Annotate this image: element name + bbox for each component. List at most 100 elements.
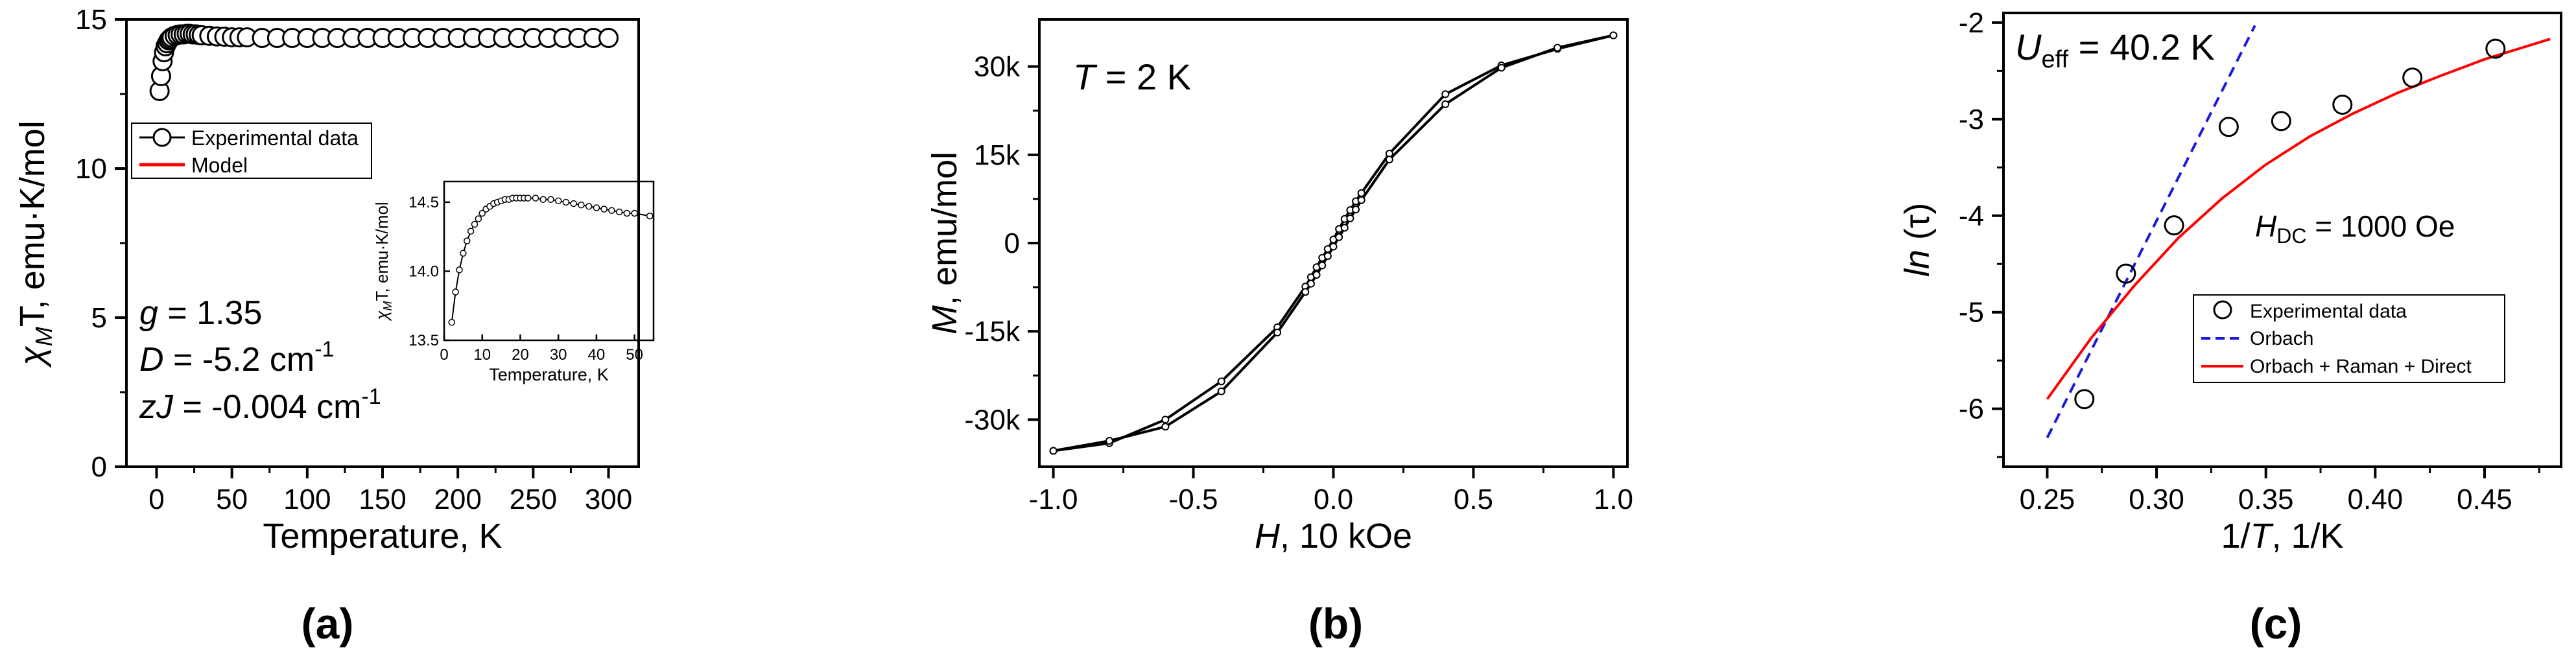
annotation-zj: zJ = -0.004 cm-1: [139, 384, 381, 426]
inset-chart: 0 10 20 30 40 50 13.5 14.0 14.5 Temperature, K χMT…: [372, 180, 655, 384]
x-tick-label: 0: [148, 484, 164, 515]
x-tick-label: 0.35: [2238, 484, 2294, 515]
legend-label: Experimental data: [2250, 301, 2407, 322]
inset-x-tick-label: 50: [626, 346, 643, 364]
x-tick-label: 1.0: [1594, 484, 1633, 515]
y-tick-label: -3: [1959, 104, 1984, 135]
inset-y-tick-label: 13.5: [408, 332, 439, 349]
data-point: [2218, 117, 2239, 137]
legend-label: Model: [191, 154, 248, 177]
y-tick-label: -30k: [964, 404, 1021, 436]
inset-point: [570, 200, 577, 207]
annotation-var: T: [1073, 56, 1098, 97]
legend: Experimental data Orbach Orbach + Raman + …: [2193, 294, 2505, 383]
annotation-var: zJ: [139, 388, 174, 426]
data-point: [1335, 233, 1343, 241]
annotation-value: = -0.004 cm: [182, 388, 361, 426]
y-label-sub: M: [30, 327, 57, 346]
annotation-hdc: HDC = 1000 Oe: [2255, 209, 2455, 248]
data-point: [1346, 214, 1354, 222]
annotation-temperature: T = 2 K: [1073, 56, 1191, 97]
y-label-text: , emu/mol: [925, 152, 964, 305]
x-tick-label: 0.25: [2020, 484, 2075, 515]
inset-point: [467, 228, 475, 235]
data-point: [1441, 100, 1450, 108]
data-point: [1161, 423, 1170, 431]
panel-label-c: (c): [2250, 600, 2302, 648]
y-label-var: ln: [1898, 250, 1937, 277]
inset-point: [475, 215, 482, 222]
inset-point: [448, 319, 455, 326]
y-tick-label: 15: [75, 4, 107, 36]
data-point: [1217, 377, 1225, 386]
annotation-g: g = 1.35: [139, 294, 262, 332]
data-point: [1217, 387, 1225, 395]
y-label-var: χ: [13, 345, 52, 368]
inset-point: [631, 209, 638, 217]
inset-point: [646, 213, 654, 220]
x-label-text: , 10 kOe: [1280, 517, 1412, 556]
inset-x-tick-label: 10: [473, 346, 491, 364]
data-point: [2402, 67, 2423, 88]
annotation-var: H: [2255, 209, 2277, 243]
y-tick-label: -6: [1959, 393, 1984, 425]
y-tick-label: 10: [75, 153, 107, 185]
inset-point: [578, 201, 585, 209]
x-tick-label: 100: [283, 484, 331, 515]
y-label-text: T, emu·K/mol: [13, 121, 52, 327]
x-tick-label: 0.40: [2348, 484, 2404, 515]
annotation-var: U: [2015, 27, 2042, 67]
inset-y-label-var: χ: [372, 310, 392, 322]
inset-point: [524, 194, 532, 202]
inset-y-tick-label: 14.5: [408, 194, 439, 211]
inset-point: [479, 209, 486, 217]
orbach-line: [2046, 25, 2256, 439]
data-point: [1385, 156, 1393, 164]
annotation-sup: -1: [361, 384, 381, 409]
space: [2306, 209, 2315, 243]
data-point: [1340, 224, 1349, 232]
legend-label: Orbach: [2250, 328, 2313, 349]
inset-x-tick-label: 0: [440, 346, 448, 364]
inset-x-tick-label: 40: [588, 346, 606, 364]
y-tick-label: 5: [91, 302, 107, 334]
legend-data-marker: [152, 128, 172, 147]
x-tick-label: 300: [585, 484, 632, 515]
y-tick-label: 30k: [974, 51, 1021, 83]
annotation-value: = -5.2 cm: [173, 341, 314, 379]
data-point: [2074, 389, 2095, 410]
inset-point: [532, 194, 539, 202]
x-label-var: H: [1255, 517, 1281, 556]
inset-point: [623, 209, 631, 217]
annotation-value: = 2 K: [1105, 56, 1191, 97]
x-axis-label: 1/T, 1/K: [2221, 517, 2343, 556]
x-tick-label: 150: [359, 484, 406, 515]
y-tick-label: -5: [1959, 297, 1984, 329]
data-point: [1554, 43, 1562, 52]
legend-data-marker: [2213, 300, 2232, 320]
inset-point: [554, 197, 562, 205]
y-tick-label: -15k: [964, 316, 1021, 347]
annotation-sup: -1: [314, 337, 334, 362]
panel-label-b: (b): [1308, 600, 1363, 648]
annotation-var: g: [139, 294, 158, 332]
y-tick-label: -2: [1959, 7, 1984, 39]
data-point: [1329, 242, 1338, 251]
data-point: [2164, 215, 2184, 236]
legend-label: Orbach + Raman + Direct: [2250, 356, 2472, 377]
data-point: [1161, 415, 1170, 424]
orbach-raman-direct-curve: [2046, 38, 2551, 400]
annotation-sub: eff: [2041, 46, 2068, 73]
x-axis-label: Temperature, K: [263, 517, 502, 556]
annotation-value: = 1000 Oe: [2315, 209, 2455, 243]
inset-point: [600, 205, 608, 213]
inset-y-label-sub: M: [381, 301, 394, 310]
inset-point: [585, 203, 593, 210]
y-label-text: (τ): [1898, 203, 1937, 240]
annotation-var: D: [139, 341, 164, 379]
x-tick-label: 50: [216, 484, 248, 515]
x-label-pre: 1/: [2221, 517, 2250, 556]
legend-box: [131, 123, 372, 179]
